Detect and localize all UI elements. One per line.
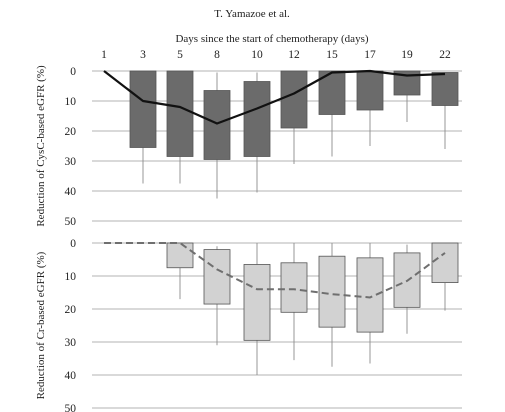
cr-box (356, 257, 384, 333)
cysc-box (318, 70, 346, 115)
cr-median-line (104, 242, 446, 299)
day-tick-label: 12 (288, 49, 300, 61)
cr-box (280, 262, 308, 313)
cysc-box (129, 70, 157, 148)
cr-panel: 0 10 20 30 40 50 Reduction of Cr-based eGFR (%… (35, 238, 462, 412)
cr-y-tick-label: 50 (65, 403, 77, 412)
day-tick-label: 3 (140, 49, 146, 61)
cr-box (166, 242, 194, 269)
day-tick-label: 17 (364, 49, 376, 61)
cysc-y-tick-label: 30 (65, 156, 77, 168)
cr-y-tick-label: 40 (65, 370, 77, 382)
cr-box (431, 242, 459, 283)
cysc-median-line (103, 69, 446, 125)
day-tick-label: 8 (214, 49, 220, 61)
day-tick-label: 10 (251, 49, 263, 61)
cr-box (203, 249, 231, 305)
day-tick-label: 15 (326, 49, 338, 61)
cr-box (318, 255, 346, 328)
cysc-box (280, 70, 308, 129)
cr-y-tick-label: 30 (65, 337, 77, 349)
day-tick-label: 1 (101, 49, 107, 61)
cr-y-tick-label: 20 (65, 304, 77, 316)
cr-box (243, 264, 271, 341)
cr-y-axis-title: Reduction of Cr-based eGFR (%) (35, 251, 47, 399)
day-tick-label: 19 (401, 49, 413, 61)
cysc-y-tick-label: 50 (65, 216, 77, 228)
cysc-box (431, 72, 459, 106)
cysc-y-tick-label: 20 (65, 126, 77, 138)
cysc-y-tick-label: 0 (70, 66, 76, 78)
cysc-box (356, 70, 384, 111)
cysc-y-axis-title: Reduction of CysC-based eGFR (%) (35, 65, 47, 227)
cysc-box (203, 90, 231, 160)
author-header: T. Yamazoe et al. (214, 8, 290, 20)
day-tick-label: 5 (177, 49, 183, 61)
cysc-y-tick-label: 10 (65, 96, 77, 108)
cysc-box (166, 70, 194, 157)
x-axis-title: Days since the start of chemotherapy (da… (175, 33, 368, 45)
cr-y-tick-label: 10 (65, 271, 77, 283)
day-tick-label: 22 (439, 49, 451, 61)
cr-y-tick-label: 0 (70, 238, 76, 250)
cysc-box (243, 81, 271, 157)
cysc-y-tick-label: 40 (65, 186, 77, 198)
cysc-panel: 0 10 20 30 40 50 Reduction of CysC-based eGFR … (35, 49, 462, 228)
